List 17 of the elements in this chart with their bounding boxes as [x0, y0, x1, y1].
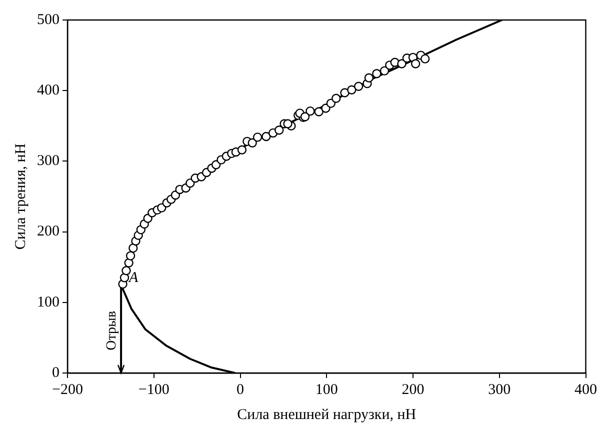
- y-tick-label: 300: [37, 153, 60, 170]
- x-tick-label: −200: [52, 382, 83, 398]
- x-tick-label: 200: [402, 382, 424, 398]
- x-tick-label: 300: [488, 382, 511, 398]
- y-tick-label: 0: [52, 364, 60, 381]
- x-tick-label: 100: [315, 382, 338, 398]
- y-axis-title: Сила трения, нН: [12, 143, 29, 250]
- x-tick-label: −100: [138, 382, 170, 398]
- y-tick-label: 100: [37, 294, 60, 310]
- x-tick-label: 0: [236, 382, 244, 398]
- y-tick-label: 500: [37, 12, 60, 28]
- x-axis-title: Сила внешней нагрузки, нН: [237, 406, 416, 423]
- annotation: A: [128, 270, 140, 286]
- y-tick-label: 200: [37, 224, 60, 240]
- x-tick-label: 400: [574, 382, 597, 398]
- y-tick-label: 400: [37, 82, 60, 99]
- annotation: Отрыв: [104, 310, 120, 350]
